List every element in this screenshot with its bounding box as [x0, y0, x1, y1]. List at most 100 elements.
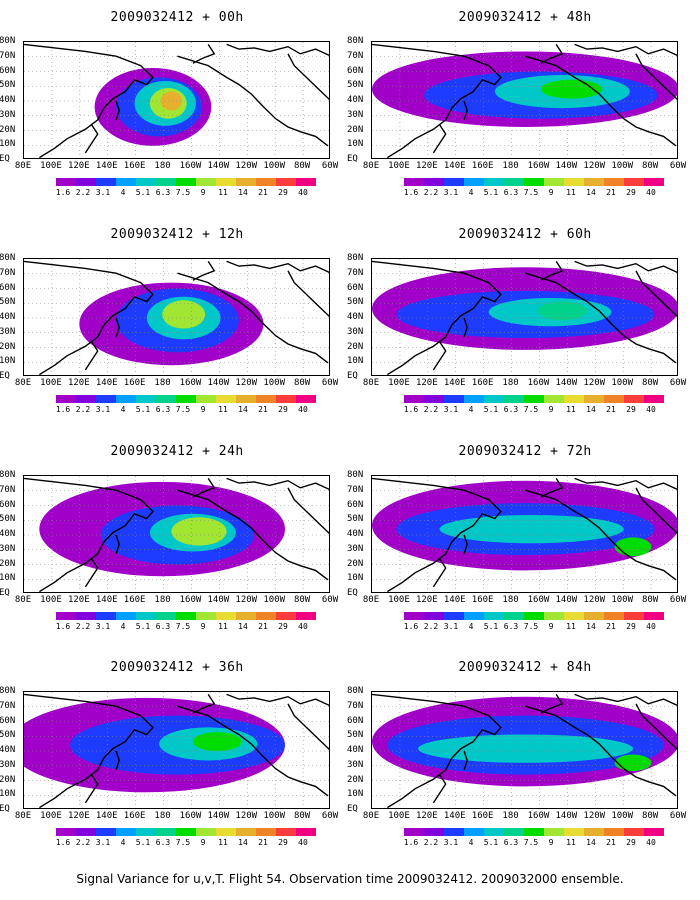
longitude-label: 120E — [415, 378, 438, 388]
longitude-label: 100W — [263, 811, 286, 821]
coastline — [540, 44, 564, 64]
colorbar-swatch — [256, 395, 276, 403]
colorbar-label: 6.3 — [503, 405, 519, 414]
coastline — [432, 341, 447, 371]
longitude-label: 100W — [611, 378, 634, 388]
longitude-label: 140E — [443, 378, 466, 388]
colorbar-swatch — [216, 178, 236, 186]
latitude-label: EQ — [0, 588, 10, 598]
colorbar-swatch — [464, 395, 484, 403]
coastline — [115, 750, 120, 771]
longitude-label: 80W — [293, 378, 311, 388]
colorbar-swatch — [444, 828, 464, 836]
colorbar — [404, 178, 664, 186]
longitude-label: 160E — [123, 161, 146, 171]
longitude-label: 80E — [362, 378, 380, 388]
colorbar-swatch — [644, 828, 664, 836]
colorbar-swatch — [544, 395, 564, 403]
colorbar — [56, 178, 316, 186]
coastline — [574, 693, 677, 707]
latitude-label: 40N — [0, 312, 16, 322]
colorbar-swatch — [444, 178, 464, 186]
map-panel — [371, 475, 678, 593]
longitude-label: 160E — [471, 378, 494, 388]
longitude-label: 120E — [415, 811, 438, 821]
longitude-label: 140W — [207, 378, 230, 388]
latitude-label: 80N — [0, 253, 16, 263]
colorbar-label: 6.3 — [503, 188, 519, 197]
colorbar-label: 6.3 — [155, 622, 171, 631]
colorbar-label: 4 — [120, 188, 126, 197]
coastline — [177, 705, 329, 797]
coastline — [287, 703, 329, 751]
coastline — [525, 705, 677, 797]
colorbar-swatch — [116, 612, 136, 620]
colorbar-label: 7.5 — [175, 405, 191, 414]
colorbar-swatch — [276, 828, 296, 836]
longitude-label: 60W — [321, 161, 339, 171]
panel-title: 2009032412 + 84h — [458, 660, 592, 675]
coastline — [540, 478, 564, 498]
map-panel — [23, 41, 330, 159]
variance-contour-fill — [418, 734, 633, 763]
colorbar-label: 11 — [566, 838, 576, 847]
longitude-label: 80W — [641, 378, 659, 388]
latitude-label: EQ — [347, 371, 358, 381]
colorbar-label: 29 — [278, 188, 288, 197]
map-panel — [371, 41, 678, 159]
panel-title: 2009032412 + 72h — [458, 444, 592, 459]
longitude-label: 140E — [443, 811, 466, 821]
coastline — [226, 43, 329, 57]
colorbar-label: 40 — [298, 838, 308, 847]
coastline — [432, 124, 447, 154]
longitude-label: 100W — [263, 378, 286, 388]
colorbar — [56, 395, 316, 403]
colorbar-label: 3.1 — [95, 188, 111, 197]
longitude-label: 120W — [583, 811, 606, 821]
coastline — [432, 774, 447, 804]
colorbar-swatch — [584, 828, 604, 836]
latitude-label: 20N — [347, 124, 364, 135]
longitude-label: 60W — [321, 811, 339, 821]
colorbar-swatch — [276, 395, 296, 403]
latitude-label: 80N — [347, 36, 364, 46]
colorbar-swatch — [604, 612, 624, 620]
colorbar-label: 21 — [606, 622, 616, 631]
colorbar-swatch — [276, 612, 296, 620]
colorbar-swatch — [196, 395, 216, 403]
colorbar-label: 5.1 — [135, 838, 151, 847]
latitude-label: EQ — [0, 371, 10, 381]
coastline — [463, 750, 468, 771]
coastline — [574, 260, 677, 274]
colorbar-swatch — [136, 828, 156, 836]
colorbar-label: 2.2 — [423, 838, 439, 847]
colorbar-label: 1.6 — [55, 622, 71, 631]
colorbar-label: 2.2 — [75, 188, 91, 197]
coastline — [177, 55, 329, 147]
longitude-label: 100W — [611, 811, 634, 821]
colorbar-swatch — [404, 612, 424, 620]
longitude-label: 60W — [321, 378, 339, 388]
latitude-label: EQ — [347, 154, 358, 164]
colorbar-label: 3.1 — [95, 405, 111, 414]
colorbar-swatch — [236, 612, 256, 620]
longitude-label: 180 — [154, 595, 171, 605]
latitude-label: EQ — [347, 588, 358, 598]
latitude-label: 30N — [0, 543, 16, 554]
coastline — [540, 694, 564, 714]
latitude-label: 60N — [347, 715, 364, 726]
coastline — [24, 693, 154, 808]
coastline — [24, 260, 154, 375]
colorbar-swatch — [584, 178, 604, 186]
colorbar — [404, 395, 664, 403]
latitude-label: 60N — [0, 499, 16, 510]
colorbar-swatch — [604, 828, 624, 836]
colorbar-label: 2.2 — [75, 838, 91, 847]
longitude-label: 140W — [555, 161, 578, 171]
coastline — [574, 43, 677, 57]
longitude-label: 140W — [207, 595, 230, 605]
longitude-label: 120E — [415, 595, 438, 605]
longitude-label: 160E — [123, 811, 146, 821]
colorbar-label: 11 — [218, 838, 228, 847]
longitude-label: 80E — [362, 811, 380, 821]
